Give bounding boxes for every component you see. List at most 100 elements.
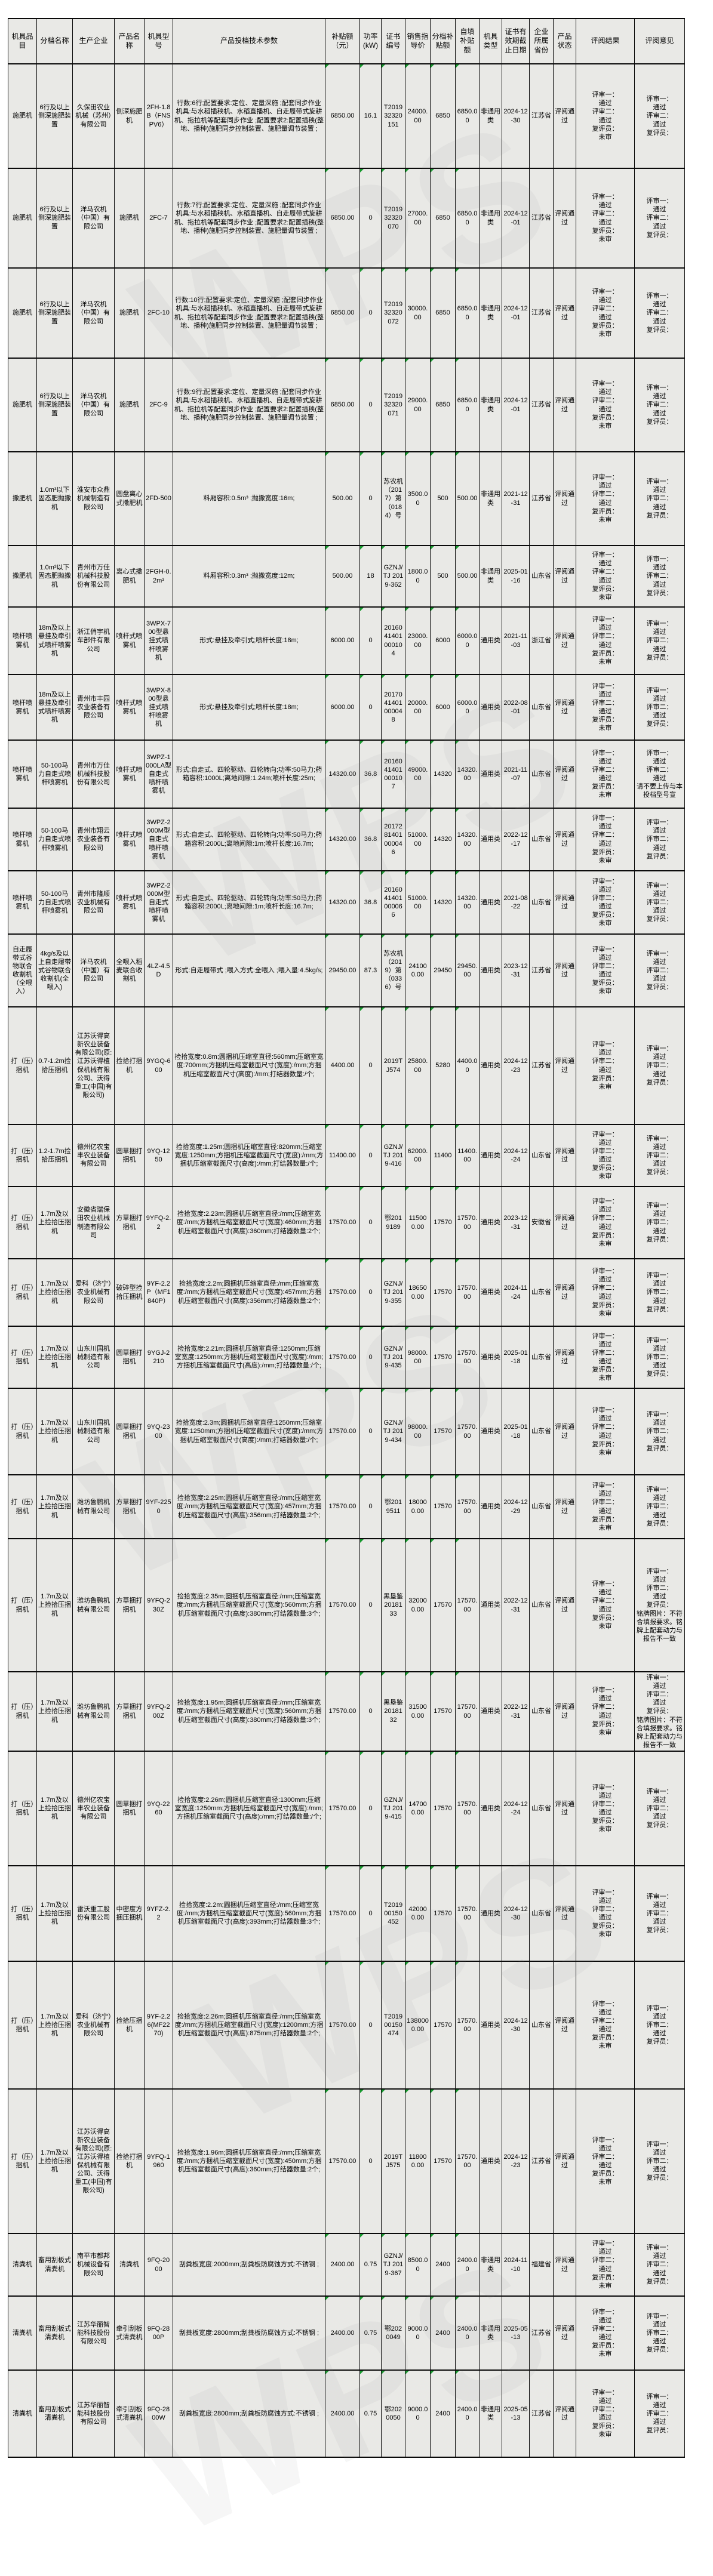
table-cell-r13-c16[interactable]: 评阅通过 xyxy=(553,1006,576,1125)
table-cell-r4-c4[interactable]: 施肥机 xyxy=(114,358,145,452)
table-cell-r1-c17[interactable]: 评审一： 通过 评审二： 通过 复评员： 未审 xyxy=(576,63,635,169)
table-cell-r10-c2[interactable]: 50-100马力自走式喷杆喷雾机 xyxy=(36,808,73,871)
table-cell-r19-c7[interactable]: 17570.00 xyxy=(325,1474,360,1539)
table-cell-r18-c9[interactable]: GZNJ/TJ 2019-434 xyxy=(381,1388,405,1475)
table-cell-r8-c8[interactable]: 0 xyxy=(359,674,382,741)
table-cell-r17-c14[interactable]: 2025-01-18 xyxy=(502,1326,530,1389)
table-cell-r16-c11[interactable]: 17570 xyxy=(430,1258,456,1327)
table-cell-r6-c11[interactable]: 500 xyxy=(430,545,456,608)
table-cell-r14-c3[interactable]: 德州亿农宝丰农业装备有限公司 xyxy=(72,1124,115,1187)
table-cell-r17-c8[interactable]: 0 xyxy=(359,1326,382,1389)
table-cell-r8-c2[interactable]: 18m及以上悬挂及牵引式喷杆喷雾机 xyxy=(36,674,73,741)
table-cell-r1-c7[interactable]: 6850.00 xyxy=(325,63,360,169)
table-cell-r27-c17[interactable]: 评审一： 通过 评审二： 通过 复评员： 未审 xyxy=(576,2295,635,2371)
table-cell-r5-c1[interactable]: 撒肥机 xyxy=(8,451,37,546)
table-cell-r3-c8[interactable]: 0 xyxy=(359,267,382,359)
table-cell-r18-c11[interactable]: 17570 xyxy=(430,1388,456,1475)
column-header-11[interactable]: 自填补贴额 xyxy=(455,18,480,64)
table-cell-r8-c3[interactable]: 青州市丰园农业装备有限公司 xyxy=(72,674,115,741)
table-cell-r13-c15[interactable]: 江苏省 xyxy=(529,1006,554,1125)
table-cell-r14-c2[interactable]: 1.2-1.7m捡拾压捆机 xyxy=(36,1124,73,1187)
table-cell-r23-c4[interactable]: 中密度方捆压捆机 xyxy=(114,1865,145,1962)
table-cell-r24-c2[interactable]: 1.7m及以上捡拾压捆机 xyxy=(36,1961,73,2090)
table-cell-r11-c10[interactable]: 51000.00 xyxy=(405,870,431,935)
table-cell-r28-c2[interactable]: 畜用刮板式清粪机 xyxy=(36,2369,73,2458)
table-cell-r16-c14[interactable]: 2024-11-24 xyxy=(502,1258,530,1327)
table-cell-r1-c10[interactable]: 24000.00 xyxy=(405,63,431,169)
table-cell-r4-c15[interactable]: 江苏省 xyxy=(529,358,554,452)
table-cell-r10-c13[interactable]: 通用类 xyxy=(479,808,502,871)
table-cell-r14-c13[interactable]: 通用类 xyxy=(479,1124,502,1187)
table-cell-r25-c1[interactable]: 打（压）捆机 xyxy=(8,2088,37,2234)
table-cell-r8-c16[interactable]: 评阅通过 xyxy=(553,674,576,741)
table-cell-r18-c14[interactable]: 2025-01-18 xyxy=(502,1388,530,1475)
table-cell-r9-c14[interactable]: 2021-11-07 xyxy=(502,739,530,809)
table-cell-r14-c12[interactable]: 11400.00 xyxy=(455,1124,480,1187)
table-cell-r26-c6[interactable]: 刮粪板宽度:2000mm;刮粪板防腐蚀方式:不锈钢 ; xyxy=(173,2233,325,2297)
table-cell-r3-c1[interactable]: 施肥机 xyxy=(8,267,37,359)
table-cell-r24-c17[interactable]: 评审一： 通过 评审二： 通过 复评员： 未审 xyxy=(576,1961,635,2090)
table-cell-r18-c5[interactable]: 9YQ-2300 xyxy=(144,1388,173,1475)
table-cell-r28-c10[interactable]: 9000.00 xyxy=(405,2369,431,2458)
table-cell-r21-c2[interactable]: 1.7m及以上捡拾压捆机 xyxy=(36,1671,73,1752)
table-cell-r9-c4[interactable]: 喷杆式喷雾机 xyxy=(114,739,145,809)
table-cell-r3-c2[interactable]: 6行及以上侧深施肥装置 xyxy=(36,267,73,359)
table-cell-r11-c11[interactable]: 14320 xyxy=(430,870,456,935)
table-cell-r28-c15[interactable]: 江苏省 xyxy=(529,2369,554,2458)
table-cell-r17-c2[interactable]: 1.7m及以上捡拾压捆机 xyxy=(36,1326,73,1389)
table-cell-r19-c16[interactable]: 评阅通过 xyxy=(553,1474,576,1539)
table-cell-r18-c12[interactable]: 17570.00 xyxy=(455,1388,480,1475)
table-cell-r11-c16[interactable]: 评阅通过 xyxy=(553,870,576,935)
table-cell-r9-c1[interactable]: 喷杆喷雾机 xyxy=(8,739,37,809)
table-cell-r18-c10[interactable]: 98000.00 xyxy=(405,1388,431,1475)
table-cell-r8-c14[interactable]: 2022-08-01 xyxy=(502,674,530,741)
table-cell-r13-c5[interactable]: 9YGQ-600 xyxy=(144,1006,173,1125)
table-cell-r27-c7[interactable]: 2400.00 xyxy=(325,2295,360,2371)
table-cell-r17-c15[interactable]: 山东省 xyxy=(529,1326,554,1389)
table-cell-r24-c1[interactable]: 打（压）捆机 xyxy=(8,1961,37,2090)
table-cell-r19-c8[interactable]: 0 xyxy=(359,1474,382,1539)
table-cell-r3-c14[interactable]: 2024-12-01 xyxy=(502,267,530,359)
table-cell-r24-c11[interactable]: 17570 xyxy=(430,1961,456,2090)
column-header-12[interactable]: 机具类型 xyxy=(479,18,502,64)
table-cell-r27-c13[interactable]: 非通用类 xyxy=(479,2295,502,2371)
table-cell-r22-c8[interactable]: 0 xyxy=(359,1751,382,1866)
column-header-9[interactable]: 销售指导价 xyxy=(405,18,431,64)
table-cell-r23-c11[interactable]: 17570 xyxy=(430,1865,456,1962)
table-cell-r1-c8[interactable]: 16.1 xyxy=(359,63,382,169)
table-cell-r11-c13[interactable]: 通用类 xyxy=(479,870,502,935)
table-cell-r6-c13[interactable]: 非通用类 xyxy=(479,545,502,608)
table-cell-r5-c8[interactable]: 0 xyxy=(359,451,382,546)
table-cell-r7-c11[interactable]: 6000 xyxy=(430,606,456,675)
table-cell-r6-c2[interactable]: 1.0m³以下固态肥抛撒机 xyxy=(36,545,73,608)
table-cell-r9-c10[interactable]: 49000.00 xyxy=(405,739,431,809)
table-cell-r15-c14[interactable]: 2023-12-31 xyxy=(502,1186,530,1259)
column-header-7[interactable]: 功率(kW) xyxy=(359,18,382,64)
table-cell-r25-c15[interactable]: 江苏省 xyxy=(529,2088,554,2234)
table-cell-r26-c16[interactable]: 评阅通过 xyxy=(553,2233,576,2297)
table-cell-r28-c18[interactable]: 评审一： 通过 评审二： 通过 复评员： xyxy=(634,2369,685,2458)
table-cell-r7-c17[interactable]: 评审一： 通过 评审二： 通过 复评员： 未审 xyxy=(576,606,635,675)
table-cell-r7-c7[interactable]: 6000.00 xyxy=(325,606,360,675)
table-cell-r22-c5[interactable]: 9YQ-2260 xyxy=(144,1751,173,1866)
table-cell-r4-c7[interactable]: 6850.00 xyxy=(325,358,360,452)
table-cell-r25-c9[interactable]: 2019TJ575 xyxy=(381,2088,405,2234)
table-cell-r16-c18[interactable]: 评审一： 通过 评审二： 通过 复评员： xyxy=(634,1258,685,1327)
table-cell-r19-c10[interactable]: 180000.00 xyxy=(405,1474,431,1539)
table-cell-r22-c15[interactable]: 山东省 xyxy=(529,1751,554,1866)
table-cell-r17-c17[interactable]: 评审一： 通过 评审二： 通过 复评员： 未审 xyxy=(576,1326,635,1389)
table-cell-r23-c7[interactable]: 17570.00 xyxy=(325,1865,360,1962)
table-cell-r13-c10[interactable]: 25800.00 xyxy=(405,1006,431,1125)
table-cell-r7-c3[interactable]: 浙江俏宇机车部件有限公司 xyxy=(72,606,115,675)
column-header-6[interactable]: 补贴额（元） xyxy=(325,18,360,64)
table-cell-r7-c1[interactable]: 喷杆喷雾机 xyxy=(8,606,37,675)
table-cell-r4-c6[interactable]: 行数:9行;配置要求:定位、定量深施 ;配套同步作业机具:与水稻插秧机、水稻直播… xyxy=(173,358,325,452)
table-cell-r5-c4[interactable]: 圆盘离心式撒肥机 xyxy=(114,451,145,546)
table-cell-r11-c1[interactable]: 喷杆喷雾机 xyxy=(8,870,37,935)
column-header-10[interactable]: 分档补贴额 xyxy=(430,18,456,64)
table-cell-r3-c9[interactable]: T201932320072 xyxy=(381,267,405,359)
table-cell-r3-c5[interactable]: 2FC-10 xyxy=(144,267,173,359)
table-cell-r22-c14[interactable]: 2024-12-24 xyxy=(502,1751,530,1866)
table-cell-r2-c2[interactable]: 6行及以上侧深施肥装置 xyxy=(36,168,73,269)
table-cell-r2-c3[interactable]: 洋马农机（中国）有限公司 xyxy=(72,168,115,269)
